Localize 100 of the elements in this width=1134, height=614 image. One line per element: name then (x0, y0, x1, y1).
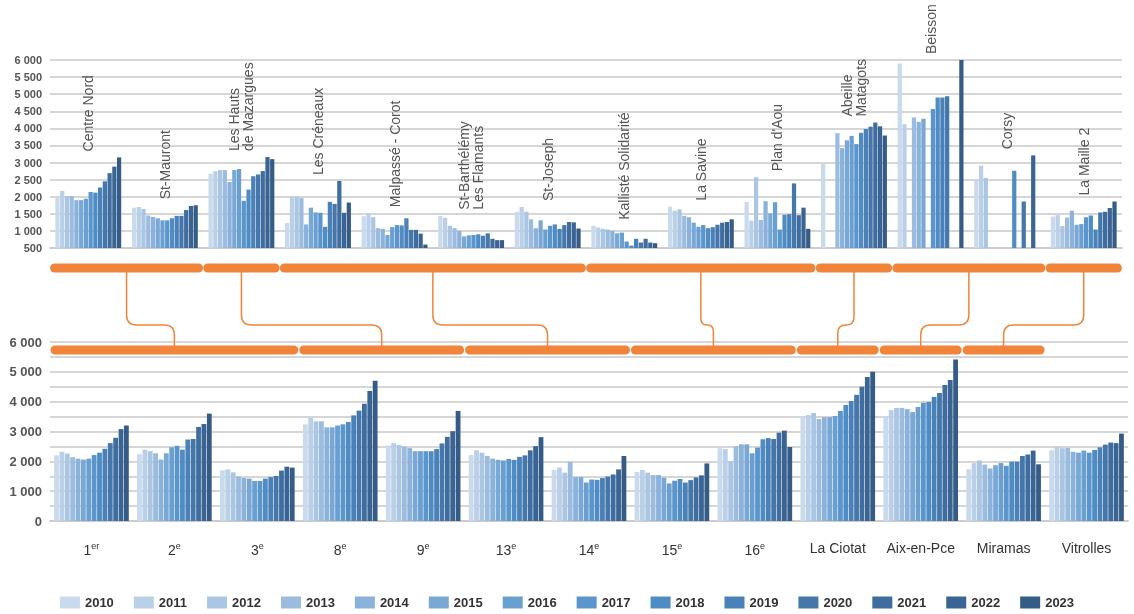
x-tick-label: Miramas (976, 540, 1031, 556)
bar (977, 460, 982, 521)
bar (252, 481, 258, 521)
bar (54, 455, 59, 521)
bar (241, 478, 247, 521)
bar (894, 407, 899, 521)
bar (827, 417, 833, 521)
bar (583, 482, 589, 521)
bar (805, 415, 811, 521)
legend-label: 2012 (232, 595, 261, 610)
bar (1070, 451, 1076, 521)
x-tick-label: La Maille 2 (1075, 127, 1092, 196)
bar (1081, 450, 1087, 521)
bar (739, 444, 744, 521)
bar (308, 417, 314, 521)
x-tick-label: Plan d'Aou (769, 103, 786, 172)
bar (987, 468, 993, 521)
y-tick-label: 1 000 (9, 483, 42, 499)
x-tick-label: Kallisté Solidarité (616, 112, 633, 220)
x-tick-label: Vitrolles (1061, 540, 1112, 556)
bar (811, 413, 816, 521)
y-tick-label: 2 000 (14, 190, 42, 203)
x-tick-label: Aix-en-Pce (886, 540, 956, 556)
legend-label: 2014 (379, 595, 410, 610)
bar (335, 425, 340, 521)
bar (500, 460, 506, 521)
legend-label: 2019 (749, 595, 779, 610)
y-tick-label: 3 000 (9, 424, 42, 439)
legend-label: 2018 (675, 595, 705, 610)
legend-label: 2016 (527, 595, 557, 610)
legend-label: 2013 (305, 595, 335, 610)
x-tick-label: St-Joseph (539, 137, 556, 201)
bar (1076, 452, 1081, 521)
y-tick-label: 500 (23, 242, 42, 254)
bar (800, 417, 806, 521)
x-tick-label: St-Barthélémy Les Flamants (456, 121, 487, 210)
bar (474, 450, 479, 521)
bar (567, 461, 573, 521)
bar (163, 453, 169, 521)
legend-label: 2023 (1045, 595, 1075, 610)
bar (391, 443, 397, 521)
bar (418, 451, 423, 521)
bar (1059, 448, 1065, 521)
bar (219, 470, 225, 521)
legend-label: 2017 (601, 595, 631, 610)
bar (904, 409, 910, 521)
bar (557, 467, 562, 521)
y-tick-label: 3 500 (14, 139, 42, 152)
bar (169, 447, 175, 521)
x-tick-label: Abeille Matagots (839, 58, 869, 117)
bar (401, 446, 407, 521)
x-tick-label: Corsy (999, 112, 1016, 150)
bar (639, 469, 645, 521)
legend-label: 2015 (453, 595, 483, 610)
bar (246, 478, 252, 521)
bar (883, 416, 889, 521)
bar (744, 444, 750, 521)
y-tick-label: 1 000 (14, 224, 42, 237)
legend-label: 2010 (84, 595, 114, 610)
bar (661, 477, 667, 521)
bar (573, 477, 578, 521)
x-tick-label: Beisson (922, 4, 939, 54)
bar (982, 464, 988, 521)
y-tick-label: 4 000 (14, 122, 42, 135)
bar (993, 465, 998, 521)
y-tick-label: 0 (34, 513, 42, 529)
bar (324, 427, 330, 521)
bar (147, 451, 153, 521)
y-tick-label: 6 000 (14, 54, 42, 66)
y-tick-label: 4 000 (9, 394, 42, 410)
y-tick-label: 3 000 (14, 156, 42, 169)
bar (86, 458, 92, 521)
y-tick-label: 1 500 (14, 207, 42, 220)
bar (910, 412, 916, 521)
bar (225, 469, 231, 521)
bar (153, 453, 158, 521)
bar (650, 475, 656, 521)
bar (749, 453, 755, 521)
bar (656, 475, 661, 521)
bar (765, 438, 771, 521)
y-tick-label: 5 000 (14, 88, 42, 101)
legend-label: 2011 (158, 595, 188, 610)
bar (230, 472, 236, 521)
bar (888, 410, 894, 521)
bar (666, 483, 672, 521)
bar (137, 454, 142, 521)
legend-label: 2021 (897, 595, 927, 610)
legend-label: 2020 (823, 595, 853, 610)
bar (728, 461, 734, 521)
bar (1049, 450, 1055, 521)
y-tick-label: 2 500 (14, 173, 42, 186)
x-tick-label: La Savine (692, 138, 709, 201)
bar (589, 479, 595, 521)
x-tick-label: St-Mauront (156, 129, 173, 200)
x-tick-label: La Ciotat (809, 540, 866, 556)
bar (206, 413, 212, 521)
y-tick-label: 5 000 (9, 364, 42, 380)
bar (484, 455, 490, 521)
bar (236, 476, 241, 521)
bar (70, 457, 76, 521)
